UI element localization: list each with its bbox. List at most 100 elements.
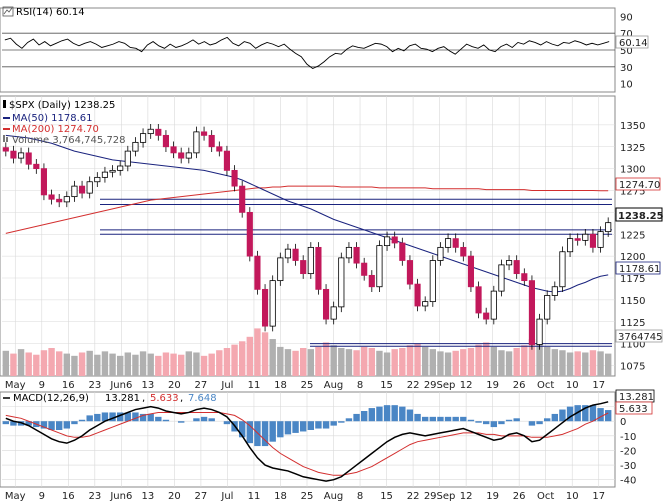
volume-bar: [25, 352, 32, 376]
volume-bar: [33, 354, 40, 376]
candle-body: [292, 248, 299, 261]
candle-body: [170, 146, 177, 154]
macd-histogram-bar: [505, 419, 513, 422]
volume-bar: [185, 351, 193, 376]
x-tick-label: 13: [142, 380, 155, 391]
volume-bar: [521, 345, 528, 376]
macd-histogram-bar: [551, 413, 559, 422]
volume-bar: [498, 350, 505, 376]
y-tick-label: -30: [620, 461, 636, 472]
candle-body: [155, 128, 162, 136]
volume-bar: [475, 344, 482, 376]
macd-legend-title: MACD(12,26,9): [13, 393, 89, 404]
macd-histogram-bar: [162, 419, 170, 422]
y-tick-label: 50: [620, 46, 633, 57]
x-tick-label: Jun6: [109, 491, 132, 502]
y-tick-label: 1275: [620, 187, 645, 198]
macd-histogram-bar: [368, 408, 376, 422]
x-tick-label: 25: [301, 380, 314, 391]
candle-body: [178, 152, 185, 159]
rsi-line: [4, 36, 610, 69]
volume-bar: [322, 342, 330, 376]
x-tick-label: 19: [486, 380, 499, 391]
macd-histogram-bar: [71, 421, 78, 425]
rsi-current-value: 60.14: [619, 38, 648, 49]
x-tick-label: 12: [460, 491, 473, 502]
candle-body: [40, 168, 48, 196]
volume-bar: [71, 355, 78, 376]
macd-histogram-bar: [101, 412, 109, 422]
last-price-value: 1238.25: [618, 211, 664, 222]
candle-body: [605, 222, 612, 233]
volume-bar: [109, 353, 116, 376]
candle-body: [460, 246, 467, 257]
volume-bar: [132, 354, 139, 376]
candle-body: [307, 246, 314, 275]
x-tick-label: 15: [380, 380, 393, 391]
candle-body: [589, 233, 597, 248]
macd-histogram-bar: [193, 418, 200, 422]
x-tick-label: 27: [195, 491, 208, 502]
macd-histogram-bar: [261, 421, 269, 447]
macd-histogram-bar: [208, 418, 215, 422]
signal-current-value: 5.633: [619, 404, 648, 415]
candle-body: [422, 301, 429, 307]
volume-bar: [269, 339, 276, 376]
volume-legend: Volume 3,764,745,728: [12, 135, 126, 146]
macd-histogram-bar: [63, 421, 71, 429]
macd-histogram-bar: [360, 411, 368, 422]
x-tick-label: 12: [460, 380, 473, 391]
macd-histogram-bar: [155, 416, 162, 422]
macd-histogram-bar: [292, 421, 299, 433]
volume-bar: [277, 346, 284, 376]
macd-histogram-bar: [269, 421, 276, 442]
x-tick-label: 23: [88, 380, 101, 391]
candle-body: [2, 147, 9, 152]
volume-bar: [452, 350, 459, 376]
volume-bar: [574, 351, 581, 376]
candle-body: [147, 128, 154, 135]
volume-bar: [345, 349, 353, 376]
volume-bar: [216, 350, 223, 376]
macd-histogram-bar: [147, 413, 154, 422]
x-tick-label: 9: [39, 380, 45, 391]
candle-body: [193, 131, 200, 154]
volume-bar: [604, 353, 612, 376]
volume-bar: [376, 350, 383, 376]
candle-body: [86, 181, 93, 194]
volume-bar: [162, 352, 170, 376]
x-tick-label: Aug: [324, 380, 344, 391]
ma200-legend: MA(200) 1274.70: [12, 124, 99, 135]
candle-body: [17, 152, 25, 159]
volume-bar: [124, 352, 132, 376]
x-tick-label: 16: [62, 491, 75, 502]
macd-histogram-bar: [94, 413, 101, 422]
ma50-line: [5, 134, 609, 293]
x-tick-label: 19: [486, 491, 499, 502]
candle-body: [277, 257, 284, 282]
candle-body: [521, 273, 528, 282]
macd-histogram-bar: [597, 408, 604, 422]
macd-histogram-bar: [277, 421, 284, 438]
volume-bar: [559, 350, 566, 376]
candle-body: [467, 255, 475, 288]
macd-histogram-bar: [330, 421, 337, 426]
macd-histogram-bar: [406, 409, 414, 422]
candle-body: [513, 260, 520, 275]
x-tick-label: 9: [39, 491, 45, 502]
macd-histogram-bar: [78, 419, 86, 422]
macd-histogram-bar: [482, 421, 490, 425]
rsi-line: [4, 36, 610, 69]
macd-histogram-bar: [200, 416, 208, 422]
volume-bar: [368, 348, 376, 376]
axis-ticks: May May 9 9 16 16 23 23 Jun6 Jun6 13 13 20 20 27 27 Jul J…: [5, 12, 646, 502]
macd-histogram-bar: [460, 416, 467, 422]
volume-bar: [299, 348, 307, 376]
macd-current-value: 13.281: [619, 392, 654, 403]
volume-bars: [2, 328, 612, 376]
rsi-legend-label: RSI(14) 60.14: [16, 7, 85, 18]
macd-value-badges: 13.281 5.633: [615, 389, 655, 415]
volume-bar: [307, 349, 315, 376]
volume-bar: [223, 348, 231, 376]
